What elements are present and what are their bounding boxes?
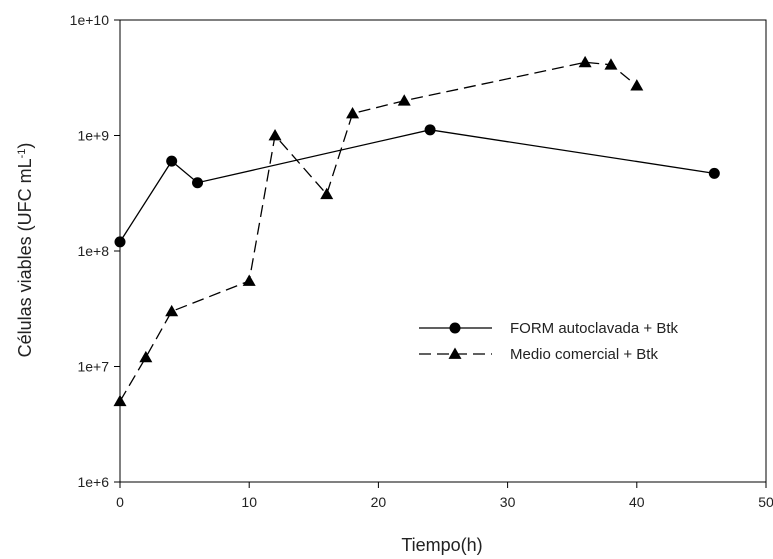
legend: FORM autoclavada + Btk Medio comercial + … — [419, 320, 678, 363]
y-tick-label: 1e+6 — [77, 474, 109, 490]
plot-area-border — [119, 19, 767, 483]
legend-label: FORM autoclavada + Btk — [510, 320, 678, 337]
y-axis-label: Células viables (UFC mL-1) — [15, 143, 35, 358]
y-tick-label: 1e+7 — [77, 359, 109, 375]
data-point — [242, 274, 256, 286]
legend-marker — [449, 322, 461, 334]
series-1 — [114, 124, 720, 248]
series-2 — [113, 55, 644, 407]
series-line — [119, 61, 638, 402]
data-point — [165, 304, 179, 317]
data-point — [346, 107, 360, 119]
x-tick-label: 40 — [629, 494, 645, 510]
data-point — [114, 236, 126, 248]
legend-marker — [448, 347, 462, 359]
y-axis-label-main: Células viables (UFC mL — [15, 158, 35, 357]
series-line — [119, 129, 715, 243]
legend-entry-1: FORM autoclavada + Btk — [419, 320, 678, 337]
data-point — [166, 155, 178, 167]
y-axis-label-end: ) — [15, 143, 35, 149]
y-tick-label: 1e+8 — [77, 243, 109, 259]
x-axis-label: Tiempo(h) — [401, 535, 482, 555]
legend-entry-2: Medio comercial + Btk — [419, 346, 658, 363]
data-point — [424, 124, 436, 136]
data-point — [139, 350, 153, 363]
x-tick-label: 30 — [500, 494, 516, 510]
x-tick-label: 0 — [116, 494, 124, 510]
data-point — [397, 94, 411, 106]
x-tick-label: 10 — [241, 494, 257, 510]
data-point — [192, 177, 204, 189]
plot-frame — [119, 19, 767, 483]
data-point — [268, 129, 282, 141]
x-axis: 0 10 20 30 40 50 — [116, 482, 773, 510]
data-point — [113, 394, 127, 407]
x-tick-label: 50 — [758, 494, 773, 510]
series-layer — [113, 55, 720, 407]
data-point — [320, 187, 334, 200]
y-tick-label: 1e+10 — [70, 12, 110, 28]
y-tick-label: 1e+9 — [77, 128, 109, 144]
y-axis-label-superscript: -1 — [16, 149, 28, 159]
legend-label: Medio comercial + Btk — [510, 346, 658, 363]
x-tick-label: 20 — [371, 494, 387, 510]
data-point — [604, 58, 618, 70]
data-point — [630, 79, 644, 91]
data-point — [708, 167, 720, 179]
y-axis: 1e+6 1e+7 1e+8 1e+9 1e+10 — [70, 12, 120, 490]
data-point — [578, 55, 592, 68]
